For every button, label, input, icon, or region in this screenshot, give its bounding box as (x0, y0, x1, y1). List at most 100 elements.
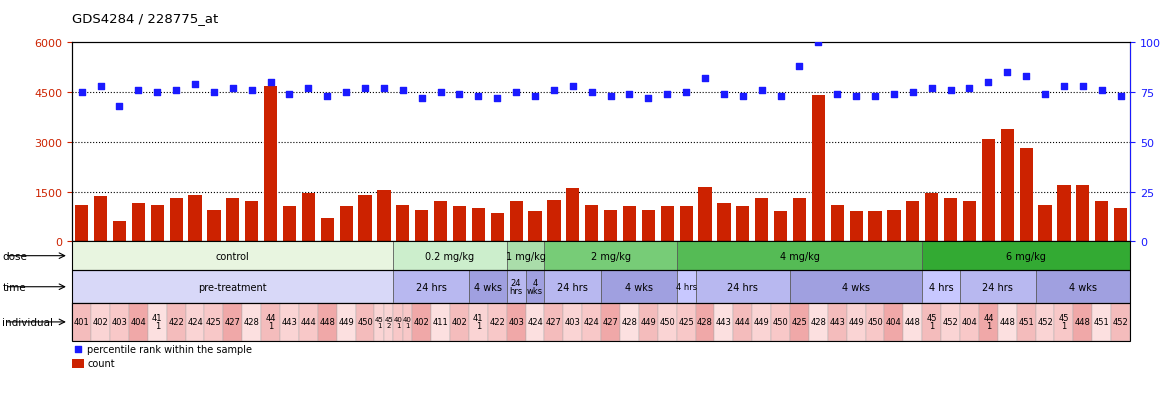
Point (1073, 84, 1092, 90)
Text: 422: 422 (489, 318, 506, 327)
Bar (261, 304, 280, 341)
Text: 4 wks: 4 wks (1068, 282, 1096, 292)
Bar (582, 304, 601, 341)
Bar (809, 304, 828, 341)
Point (280, 92, 298, 98)
Bar (72, 359, 84, 368)
Point (148, 90, 167, 96)
Point (640, 95, 658, 102)
Bar (318, 304, 337, 341)
Bar (960, 304, 979, 341)
Bar (1036, 304, 1054, 341)
Point (714, 92, 733, 98)
Bar (525, 304, 544, 341)
Point (828, 92, 847, 98)
Text: 24
hrs: 24 hrs (509, 279, 523, 295)
Text: 428: 428 (622, 318, 637, 327)
Text: individual: individual (2, 317, 54, 327)
Bar (564, 304, 582, 341)
Bar (403, 304, 412, 341)
Bar (960, 271, 1036, 304)
Bar (91, 304, 110, 341)
Text: 4
wks: 4 wks (527, 279, 543, 295)
Bar (374, 304, 384, 341)
Text: 45
1: 45 1 (375, 316, 383, 328)
Text: 24 hrs: 24 hrs (557, 282, 588, 292)
Point (658, 92, 677, 98)
Text: 428: 428 (811, 318, 826, 327)
Point (564, 84, 582, 90)
Point (355, 85, 374, 92)
Bar (849, 212, 863, 242)
Bar (167, 304, 185, 341)
Point (318, 94, 337, 100)
Text: 4 wks: 4 wks (624, 282, 652, 292)
Point (677, 90, 696, 96)
Bar (601, 271, 677, 304)
Text: 428: 428 (697, 318, 713, 327)
Bar (923, 304, 941, 341)
Bar (548, 200, 560, 242)
Bar (435, 202, 447, 242)
Bar (979, 304, 997, 341)
Bar (384, 304, 394, 341)
Text: 451: 451 (1018, 318, 1035, 327)
Text: 452: 452 (942, 318, 959, 327)
Bar (903, 304, 923, 341)
Text: 450: 450 (772, 318, 789, 327)
Text: 40
1: 40 1 (394, 316, 403, 328)
Point (866, 94, 884, 100)
Text: 41
1: 41 1 (473, 314, 483, 330)
Text: 443: 443 (716, 318, 732, 327)
Point (72, 90, 91, 96)
Point (507, 90, 525, 96)
Bar (339, 207, 353, 242)
Bar (771, 304, 790, 341)
Text: GDS4284 / 228775_at: GDS4284 / 228775_at (72, 12, 219, 25)
Bar (394, 271, 468, 304)
Point (111, 104, 129, 110)
Bar (658, 304, 677, 341)
Point (205, 90, 224, 96)
Bar (132, 204, 144, 242)
Point (753, 88, 771, 94)
Text: 443: 443 (829, 318, 845, 327)
Text: 428: 428 (243, 318, 260, 327)
Bar (923, 271, 960, 304)
Bar (566, 189, 579, 242)
Text: 451: 451 (1094, 318, 1109, 327)
Text: 1 mg/kg: 1 mg/kg (506, 251, 545, 261)
Bar (1111, 304, 1130, 341)
Point (582, 90, 601, 96)
Text: control: control (216, 251, 249, 261)
Bar (753, 304, 771, 341)
Text: 427: 427 (602, 318, 619, 327)
Bar (226, 199, 239, 242)
Bar (828, 304, 847, 341)
Bar (337, 304, 355, 341)
Point (734, 94, 753, 100)
Point (601, 94, 620, 100)
Point (620, 92, 638, 98)
Bar (468, 304, 488, 341)
Text: 404: 404 (887, 318, 902, 327)
Bar (377, 190, 390, 242)
Bar (736, 207, 749, 242)
Text: pre-treatment: pre-treatment (198, 282, 267, 292)
Text: 4 hrs: 4 hrs (676, 282, 697, 292)
Point (771, 94, 790, 100)
Bar (774, 212, 788, 242)
Bar (790, 271, 923, 304)
Bar (620, 304, 638, 341)
Bar (1036, 271, 1130, 304)
Text: 425: 425 (791, 318, 807, 327)
Bar (884, 304, 903, 341)
Text: 403: 403 (508, 318, 524, 327)
Point (469, 94, 488, 100)
Text: 424: 424 (527, 318, 543, 327)
Bar (793, 199, 806, 242)
Point (1093, 88, 1111, 94)
Text: 44
1: 44 1 (983, 314, 994, 330)
Text: 403: 403 (112, 318, 127, 327)
Bar (150, 205, 164, 242)
